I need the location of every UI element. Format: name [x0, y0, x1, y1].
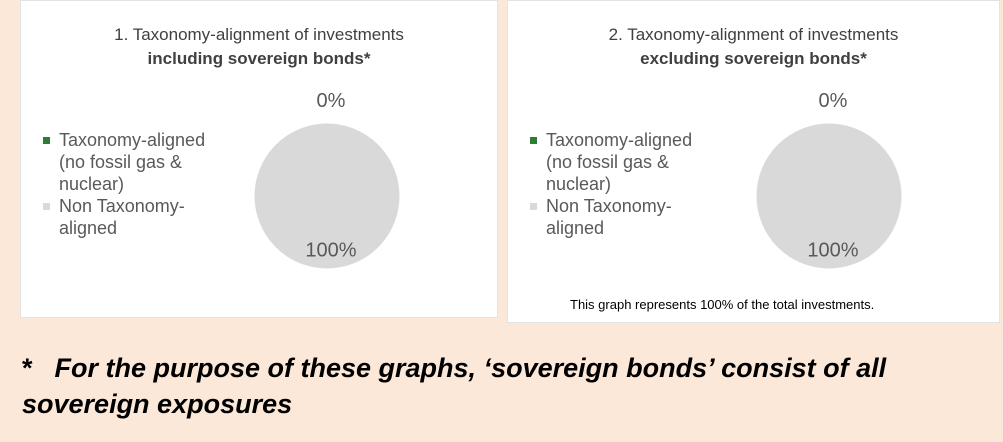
legend: Taxonomy-aligned (no fossil gas & nuclea… — [43, 129, 211, 239]
pie-slice — [251, 120, 403, 272]
legend-label: Non Taxonomy-aligned — [546, 196, 672, 238]
chart-panel: 1. Taxonomy-alignment of investments incl… — [20, 0, 498, 318]
pie-chart: 0% 100% — [753, 90, 905, 272]
chart-title-block: 2. Taxonomy-alignment of investments excl… — [508, 23, 999, 71]
pie-slice — [753, 120, 905, 272]
pie-chart: 0% 100% — [251, 90, 403, 272]
legend-item: Taxonomy-aligned (no fossil gas & nuclea… — [43, 129, 211, 195]
data-label: 0% — [317, 90, 346, 112]
legend-swatch — [43, 203, 50, 210]
legend: Taxonomy-aligned (no fossil gas & nuclea… — [530, 129, 698, 239]
footnote: * For the purpose of these graphs, ‘sover… — [22, 350, 982, 422]
legend-label: Non Taxonomy-aligned — [59, 196, 185, 238]
legend-label: Taxonomy-aligned (no fossil gas & nuclea… — [59, 130, 206, 194]
legend-swatch — [530, 203, 537, 210]
legend-item: Taxonomy-aligned (no fossil gas & nuclea… — [530, 129, 698, 195]
chart-subtitle: excluding sovereign bonds* — [640, 49, 867, 68]
footnote-marker: * — [22, 353, 33, 383]
legend-label: Taxonomy-aligned (no fossil gas & nuclea… — [546, 130, 693, 194]
data-label: 0% — [819, 90, 848, 112]
chart-title: 2. Taxonomy-alignment of investments — [608, 25, 899, 44]
chart-title-block: 1. Taxonomy-alignment of investments incl… — [21, 23, 497, 71]
legend-swatch — [43, 137, 50, 144]
data-label: 100% — [807, 239, 858, 261]
data-label: 100% — [305, 239, 356, 261]
footnote-text: For the purpose of these graphs, ‘sovere… — [22, 353, 887, 419]
chart-note: This graph represents 100% of the total … — [570, 297, 875, 312]
legend-item: Non Taxonomy-aligned — [43, 195, 211, 239]
chart-subtitle: including sovereign bonds* — [147, 49, 371, 68]
chart-title: 1. Taxonomy-alignment of investments — [114, 25, 404, 44]
legend-swatch — [530, 137, 537, 144]
chart-panel: 2. Taxonomy-alignment of investments excl… — [507, 0, 1000, 323]
legend-item: Non Taxonomy-aligned — [530, 195, 698, 239]
